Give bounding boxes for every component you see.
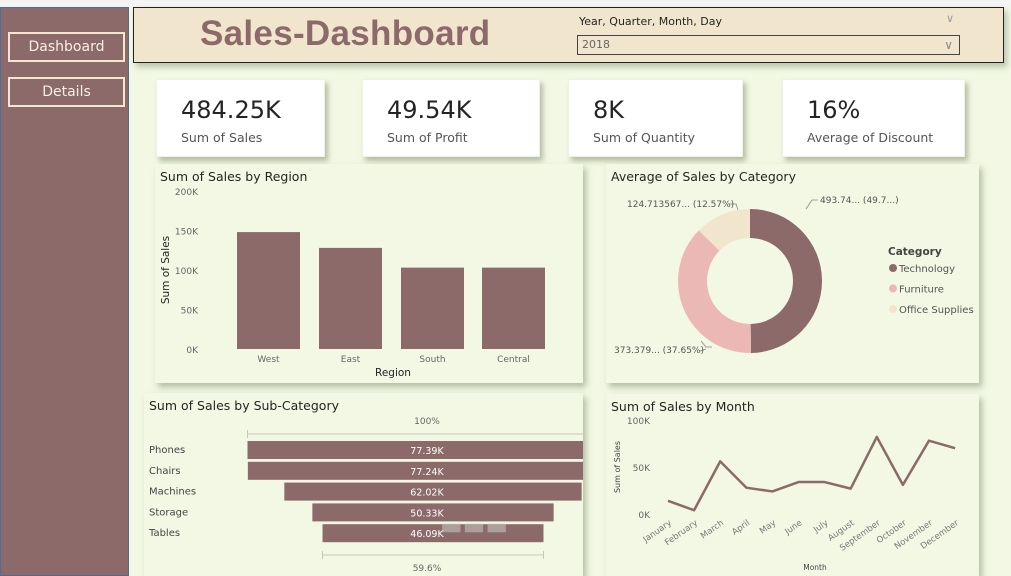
kpi-value: 8K — [593, 96, 625, 124]
legend-marker — [889, 305, 897, 313]
funnel-value-label: 46.09K — [410, 529, 444, 540]
bar-east — [319, 247, 382, 349]
funnel-value-label: 50.33K — [410, 508, 444, 519]
x-tick-label: East — [341, 355, 361, 365]
y-tick-label: 0K — [638, 511, 651, 521]
x-axis-title: Month — [803, 563, 827, 572]
kpi-label: Average of Discount — [807, 130, 934, 145]
funnel-category-label: Chairs — [149, 466, 181, 477]
kpi-label: Sum of Profit — [387, 130, 468, 145]
y-tick-label: 100K — [627, 417, 651, 427]
x-axis-title: Region — [375, 367, 411, 379]
region-chart: 0K 50K 100K 150K 200K Sum of Sales West East Sou… — [160, 188, 545, 379]
x-tick-label: Central — [497, 355, 530, 365]
legend-item: Office Supplies — [899, 305, 974, 316]
subcategory-chart-panel: Sum of Sales by Sub-Category 100% Phones 7… — [144, 393, 583, 576]
leader-line — [699, 348, 707, 352]
funnel-category-label: Storage — [149, 507, 188, 518]
funnel-bar-tables — [322, 524, 544, 543]
funnel-bottom-percent: 59.6% — [413, 564, 442, 574]
leader-line — [729, 203, 739, 211]
donut-slice-technology — [750, 209, 823, 353]
sales-line — [667, 435, 956, 512]
subcategory-funnel-chart: 100% Phones 77.39K Chairs 77.24K Machines 62.0… — [148, 417, 583, 574]
sidebar: Dashboard Details — [0, 7, 129, 576]
funnel-bar-storage — [312, 503, 554, 522]
x-tick-label: South — [419, 355, 445, 365]
slicer-collapse-chevron-icon[interactable]: ∨ — [946, 12, 955, 25]
y-tick-label: 50K — [181, 307, 199, 317]
leader-line — [805, 199, 818, 210]
x-tick-label: June — [782, 518, 804, 537]
y-tick-label: 200K — [175, 188, 199, 198]
date-slicer-label: Year, Quarter, Month, Day — [579, 15, 722, 28]
date-slicer-value: 2018 — [582, 38, 610, 51]
legend-title: Category — [888, 246, 942, 258]
funnel-value-label: 77.39K — [410, 446, 444, 457]
bar-west — [237, 232, 300, 349]
y-tick-label: 50K — [633, 464, 651, 474]
nav-details-button[interactable]: Details — [8, 77, 125, 107]
funnel-value-label: 62.02K — [410, 488, 444, 499]
subcategory-chart-title: Sum of Sales by Sub-Category — [149, 398, 339, 413]
window-top-strip — [0, 0, 1011, 7]
header-banner: Sales-Dashboard Year, Quarter, Month, Da… — [133, 7, 1004, 63]
nav-dashboard-button[interactable]: Dashboard — [8, 32, 125, 62]
region-chart-panel: Sum of Sales by Region 0K 50K 100K 150K 200K… — [155, 164, 583, 383]
donut-slice-furniture — [678, 230, 751, 353]
legend-marker — [889, 284, 897, 293]
x-tick-label: West — [257, 355, 280, 365]
y-tick-label: 0K — [186, 346, 199, 356]
legend-marker — [889, 264, 897, 272]
donut-slice-office-supplies — [698, 209, 750, 251]
y-tick-label: 150K — [175, 228, 199, 238]
date-slicer-dropdown[interactable]: 2018 ∨ — [577, 35, 960, 55]
funnel-value-label: 77.24K — [410, 467, 444, 478]
funnel-top-percent: 100% — [414, 417, 440, 427]
page-title: Sales-Dashboard — [200, 14, 491, 53]
data-label-office-supplies: 124.713567... (12.57%) — [627, 200, 734, 210]
kpi-label: Sum of Quantity — [593, 130, 696, 145]
bar-south — [401, 267, 464, 349]
month-chart-title: Sum of Sales by Month — [611, 399, 755, 414]
funnel-bar-machines — [284, 482, 582, 501]
chevron-down-icon: ∨ — [944, 38, 953, 52]
region-chart-title: Sum of Sales by Region — [160, 169, 308, 184]
x-tick-label: March — [699, 518, 726, 541]
bar-central — [482, 267, 545, 349]
x-tick-label: April — [730, 518, 752, 537]
category-donut-chart: 493.74... (49.7...) 373.379... (37.65%) 12… — [614, 196, 974, 356]
x-tick-label: May — [758, 518, 778, 536]
legend-item: Technology — [898, 264, 955, 275]
funnel-bar-phones — [247, 441, 583, 459]
y-tick-label: 100K — [175, 267, 199, 277]
kpi-value: 484.25K — [181, 96, 281, 124]
funnel-category-label: Phones — [149, 445, 185, 456]
kpi-card-quantity: 8K Sum of Quantity — [568, 79, 743, 157]
kpi-value: 16% — [807, 96, 861, 124]
funnel-bar-chairs — [247, 461, 583, 480]
funnel-category-label: Tables — [148, 528, 180, 539]
watermark-logo: ▬▬▬ — [440, 512, 509, 540]
legend-item: Furniture — [899, 285, 944, 296]
kpi-value: 49.54K — [387, 96, 472, 124]
category-chart-title: Average of Sales by Category — [611, 169, 796, 184]
x-tick-label: July — [811, 518, 830, 536]
funnel-category-label: Machines — [149, 487, 196, 498]
kpi-card-sales: 484.25K Sum of Sales — [156, 79, 325, 157]
data-label-technology: 493.74... (49.7...) — [820, 196, 899, 206]
category-chart-panel: Average of Sales by Category 493.74... (… — [606, 164, 979, 383]
data-label-furniture: 373.379... (37.65%) — [614, 346, 704, 356]
kpi-label: Sum of Sales — [181, 130, 263, 145]
kpi-card-profit: 49.54K Sum of Profit — [362, 79, 540, 157]
y-axis-title: Sum of Sales — [160, 236, 172, 304]
kpi-card-discount: 16% Average of Discount — [782, 79, 965, 157]
month-chart-panel: Sum of Sales by Month 0K 50K 100K Sum of Sa… — [606, 394, 979, 576]
leader-line — [700, 340, 712, 348]
y-axis-title: Sum of Sales — [613, 441, 622, 493]
